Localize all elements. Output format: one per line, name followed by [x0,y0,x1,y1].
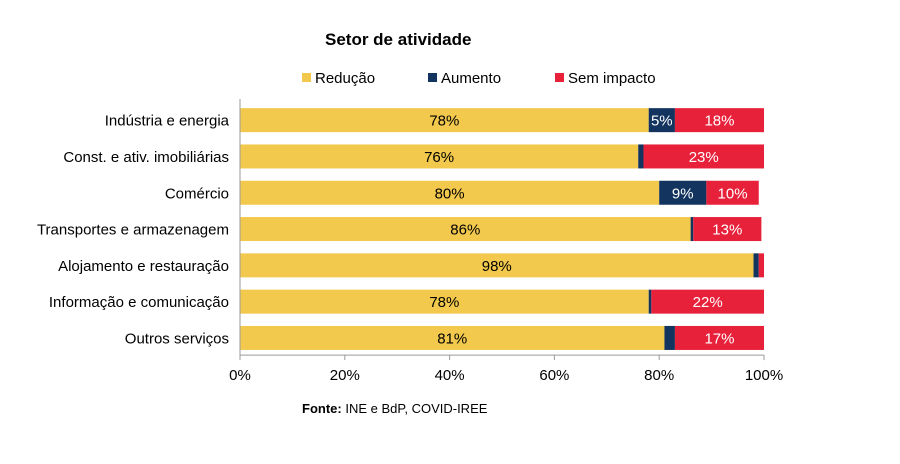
data-label: 13% [712,222,742,239]
legend-label: Redução [315,70,375,87]
category-label: Indústria e energia [105,113,230,130]
bar-segment [638,144,644,169]
bar-segment [758,253,764,278]
category-label: Comércio [165,185,229,202]
data-label: 10% [718,185,748,202]
category-label: Alojamento e restauração [58,258,229,275]
data-label: 78% [429,113,459,130]
bar-segment [240,180,660,205]
data-label: 76% [424,149,454,166]
bar-segment [753,253,759,278]
legend-label: Sem impacto [568,70,656,87]
data-label: 18% [704,113,734,130]
bar-segment [693,217,762,242]
bar-segment [706,180,759,205]
data-label: 78% [429,294,459,311]
bar-segment [659,180,707,205]
x-tick-label: 60% [539,367,569,384]
category-label: Informação e comunicação [49,294,229,311]
x-tick-label: 80% [644,367,674,384]
bar-segment [651,289,764,314]
data-label: 98% [482,258,512,275]
source-label: Fonte: [302,401,342,416]
legend-swatch [428,73,437,82]
data-label: 80% [435,185,465,202]
bar-segment [240,217,691,242]
bar-segment [240,325,665,350]
bar-segment [674,108,764,133]
legend-label: Aumento [441,70,501,87]
data-label: 86% [450,222,480,239]
bars: 78% 5% 18% 76% 23% 80% 9% 10% 86% 13% 98% 78% 22% 81%… [240,108,764,350]
bar-segment [240,289,649,314]
category-label: Transportes e armazenagem [37,222,229,239]
bar-segment [643,144,764,169]
source-text: INE e BdP, COVID-IREE [341,401,488,416]
category-labels: Indústria e energia Const. e ativ. imobil… [37,113,230,348]
bar-segment [240,108,649,133]
data-label: 9% [672,185,694,202]
data-label: 23% [689,149,719,166]
x-tick-label: 20% [330,367,360,384]
bar-segment [240,253,754,278]
legend: Redução Aumento Sem impacto [302,70,656,87]
bar-segment [648,289,652,314]
x-tick-label: 100% [745,367,783,384]
x-tick-label: 0% [229,367,251,384]
category-label: Const. e ativ. imobiliárias [63,149,229,166]
bar-segment [674,325,764,350]
data-label: 17% [704,330,734,347]
bar-segment [664,325,675,350]
x-tick-label: 40% [435,367,465,384]
legend-swatch [555,73,564,82]
chart-title: Setor de atividade [325,30,472,49]
source-note: Fonte: INE e BdP, COVID-IREE [302,401,487,416]
bar-segment [648,108,675,133]
legend-swatch [302,73,311,82]
x-axis: 0% 20% 40% 60% 80% 100% [229,99,783,384]
data-label: 22% [693,294,723,311]
category-label: Outros serviços [125,330,229,347]
data-label: 81% [437,330,467,347]
bar-segment [690,217,694,242]
data-label: 5% [651,113,673,130]
bar-segment [240,144,639,169]
